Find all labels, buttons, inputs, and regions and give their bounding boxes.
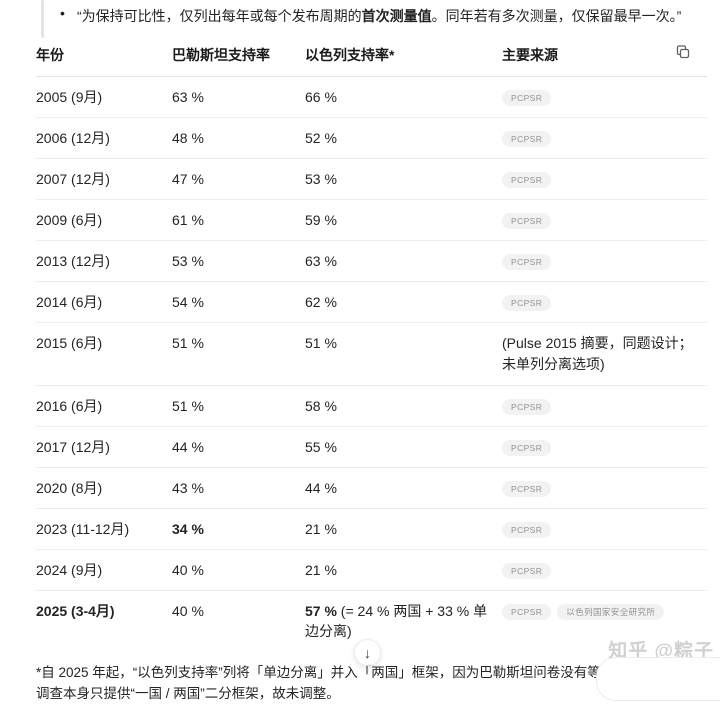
note-text-pre: “为保持可比性，仅列出每年或每个发布周期的 [77, 8, 362, 24]
year-cell: 2016 (6月) [36, 398, 103, 414]
palestine-cell: 44 % [172, 439, 204, 455]
israel-value-detail: (= 24 % 两国 + 33 % 单边分离) [305, 603, 488, 639]
header-israel-support: 以色列支持率* [305, 47, 395, 63]
palestine-cell: 40 % [172, 603, 204, 619]
table-row: 2015 (6月) 51 % 51 % (Pulse 2015 摘要，同题设计；… [36, 323, 707, 386]
year-cell: 2025 (3-4月) [36, 603, 115, 619]
israel-cell: 59 % [305, 212, 337, 228]
table-row: 2016 (6月) 51 % 58 % PCPSR [36, 386, 707, 427]
bullet-marker: • [60, 5, 65, 21]
table-row: 2024 (9月) 40 % 21 % PCPSR [36, 550, 707, 591]
israel-value-bold: 57 % [305, 603, 337, 619]
israel-cell: 62 % [305, 294, 337, 310]
scroll-down-button[interactable]: ↓ [354, 639, 381, 666]
source-badge: PCPSR [502, 604, 552, 620]
source-badge: PCPSR [502, 522, 552, 538]
source-badge: 以色列国家安全研究所 [557, 604, 665, 620]
israel-cell: 66 % [305, 89, 337, 105]
palestine-cell: 63 % [172, 89, 204, 105]
palestine-cell: 61 % [172, 212, 204, 228]
year-cell: 2015 (6月) [36, 335, 103, 351]
year-cell: 2007 (12月) [36, 171, 110, 187]
table-row: 2007 (12月) 47 % 53 % PCPSR [36, 159, 707, 200]
support-rate-table: 年份 巴勒斯坦支持率 以色列支持率* 主要来源 2005 (9月) 63 % 6… [36, 41, 707, 651]
palestine-cell: 43 % [172, 480, 204, 496]
israel-cell: 52 % [305, 130, 337, 146]
copy-table-icon[interactable] [673, 43, 693, 63]
palestine-cell: 51 % [172, 398, 204, 414]
source-badge: PCPSR [502, 213, 552, 229]
quote-indent-bar [41, 0, 44, 38]
israel-cell: 21 % [305, 562, 337, 578]
source-badge: PCPSR [502, 172, 552, 188]
israel-cell: 53 % [305, 171, 337, 187]
palestine-cell: 34 % [172, 521, 204, 537]
year-cell: 2017 (12月) [36, 439, 110, 455]
table-row: 2017 (12月) 44 % 55 % PCPSR [36, 427, 707, 468]
header-main-source: 主要来源 [502, 47, 558, 63]
source-badge: PCPSR [502, 131, 552, 147]
table-row: 2023 (11-12月) 34 % 21 % PCPSR [36, 509, 707, 550]
table-row: 2025 (3-4月) 40 % 57 % (= 24 % 两国 + 33 % … [36, 591, 707, 651]
source-badge: PCPSR [502, 563, 552, 579]
floating-panel-corner [596, 657, 720, 701]
palestine-cell: 48 % [172, 130, 204, 146]
source-badge: PCPSR [502, 295, 552, 311]
table-row: 2013 (12月) 53 % 63 % PCPSR [36, 241, 707, 282]
source-badge: PCPSR [502, 90, 552, 106]
year-cell: 2014 (6月) [36, 294, 103, 310]
year-cell: 2005 (9月) [36, 89, 103, 105]
source-badge: PCPSR [502, 254, 552, 270]
year-cell: 2023 (11-12月) [36, 521, 130, 537]
source-note: (Pulse 2015 摘要，同题设计；未单列分离选项) [502, 335, 693, 372]
note-text-bold: 首次测量值 [361, 8, 432, 24]
table-header-row: 年份 巴勒斯坦支持率 以色列支持率* 主要来源 [36, 41, 707, 77]
israel-cell: 58 % [305, 398, 337, 414]
table-row: 2005 (9月) 63 % 66 % PCPSR [36, 77, 707, 118]
header-year: 年份 [36, 47, 64, 63]
palestine-cell: 54 % [172, 294, 204, 310]
israel-cell: 63 % [305, 253, 337, 269]
table-row: 2014 (6月) 54 % 62 % PCPSR [36, 282, 707, 323]
table-row: 2006 (12月) 48 % 52 % PCPSR [36, 118, 707, 159]
year-cell: 2013 (12月) [36, 253, 110, 269]
table-row: 2020 (8月) 43 % 44 % PCPSR [36, 468, 707, 509]
israel-cell: 51 % [305, 335, 337, 351]
palestine-cell: 47 % [172, 171, 204, 187]
palestine-cell: 51 % [172, 335, 204, 351]
year-cell: 2009 (6月) [36, 212, 103, 228]
palestine-cell: 53 % [172, 253, 204, 269]
israel-cell: 57 % (= 24 % 两国 + 33 % 单边分离) [305, 601, 502, 641]
header-palestine-support: 巴勒斯坦支持率 [172, 47, 270, 63]
comparability-note: • “为保持可比性，仅列出每年或每个发布周期的首次测量值。同年若有多次测量，仅保… [0, 0, 720, 38]
arrow-down-icon: ↓ [364, 644, 371, 661]
israel-cell: 55 % [305, 439, 337, 455]
note-text: “为保持可比性，仅列出每年或每个发布周期的首次测量值。同年若有多次测量，仅保留最… [77, 6, 700, 27]
source-badge: PCPSR [502, 399, 552, 415]
source-badge: PCPSR [502, 440, 552, 456]
israel-cell: 44 % [305, 480, 337, 496]
year-cell: 2024 (9月) [36, 562, 103, 578]
israel-cell: 21 % [305, 521, 337, 537]
source-badge: PCPSR [502, 481, 552, 497]
year-cell: 2020 (8月) [36, 480, 103, 496]
note-text-post: 。同年若有多次测量，仅保留最早一次。” [431, 8, 682, 24]
table-row: 2009 (6月) 61 % 59 % PCPSR [36, 200, 707, 241]
palestine-cell: 40 % [172, 562, 204, 578]
year-cell: 2006 (12月) [36, 130, 110, 146]
